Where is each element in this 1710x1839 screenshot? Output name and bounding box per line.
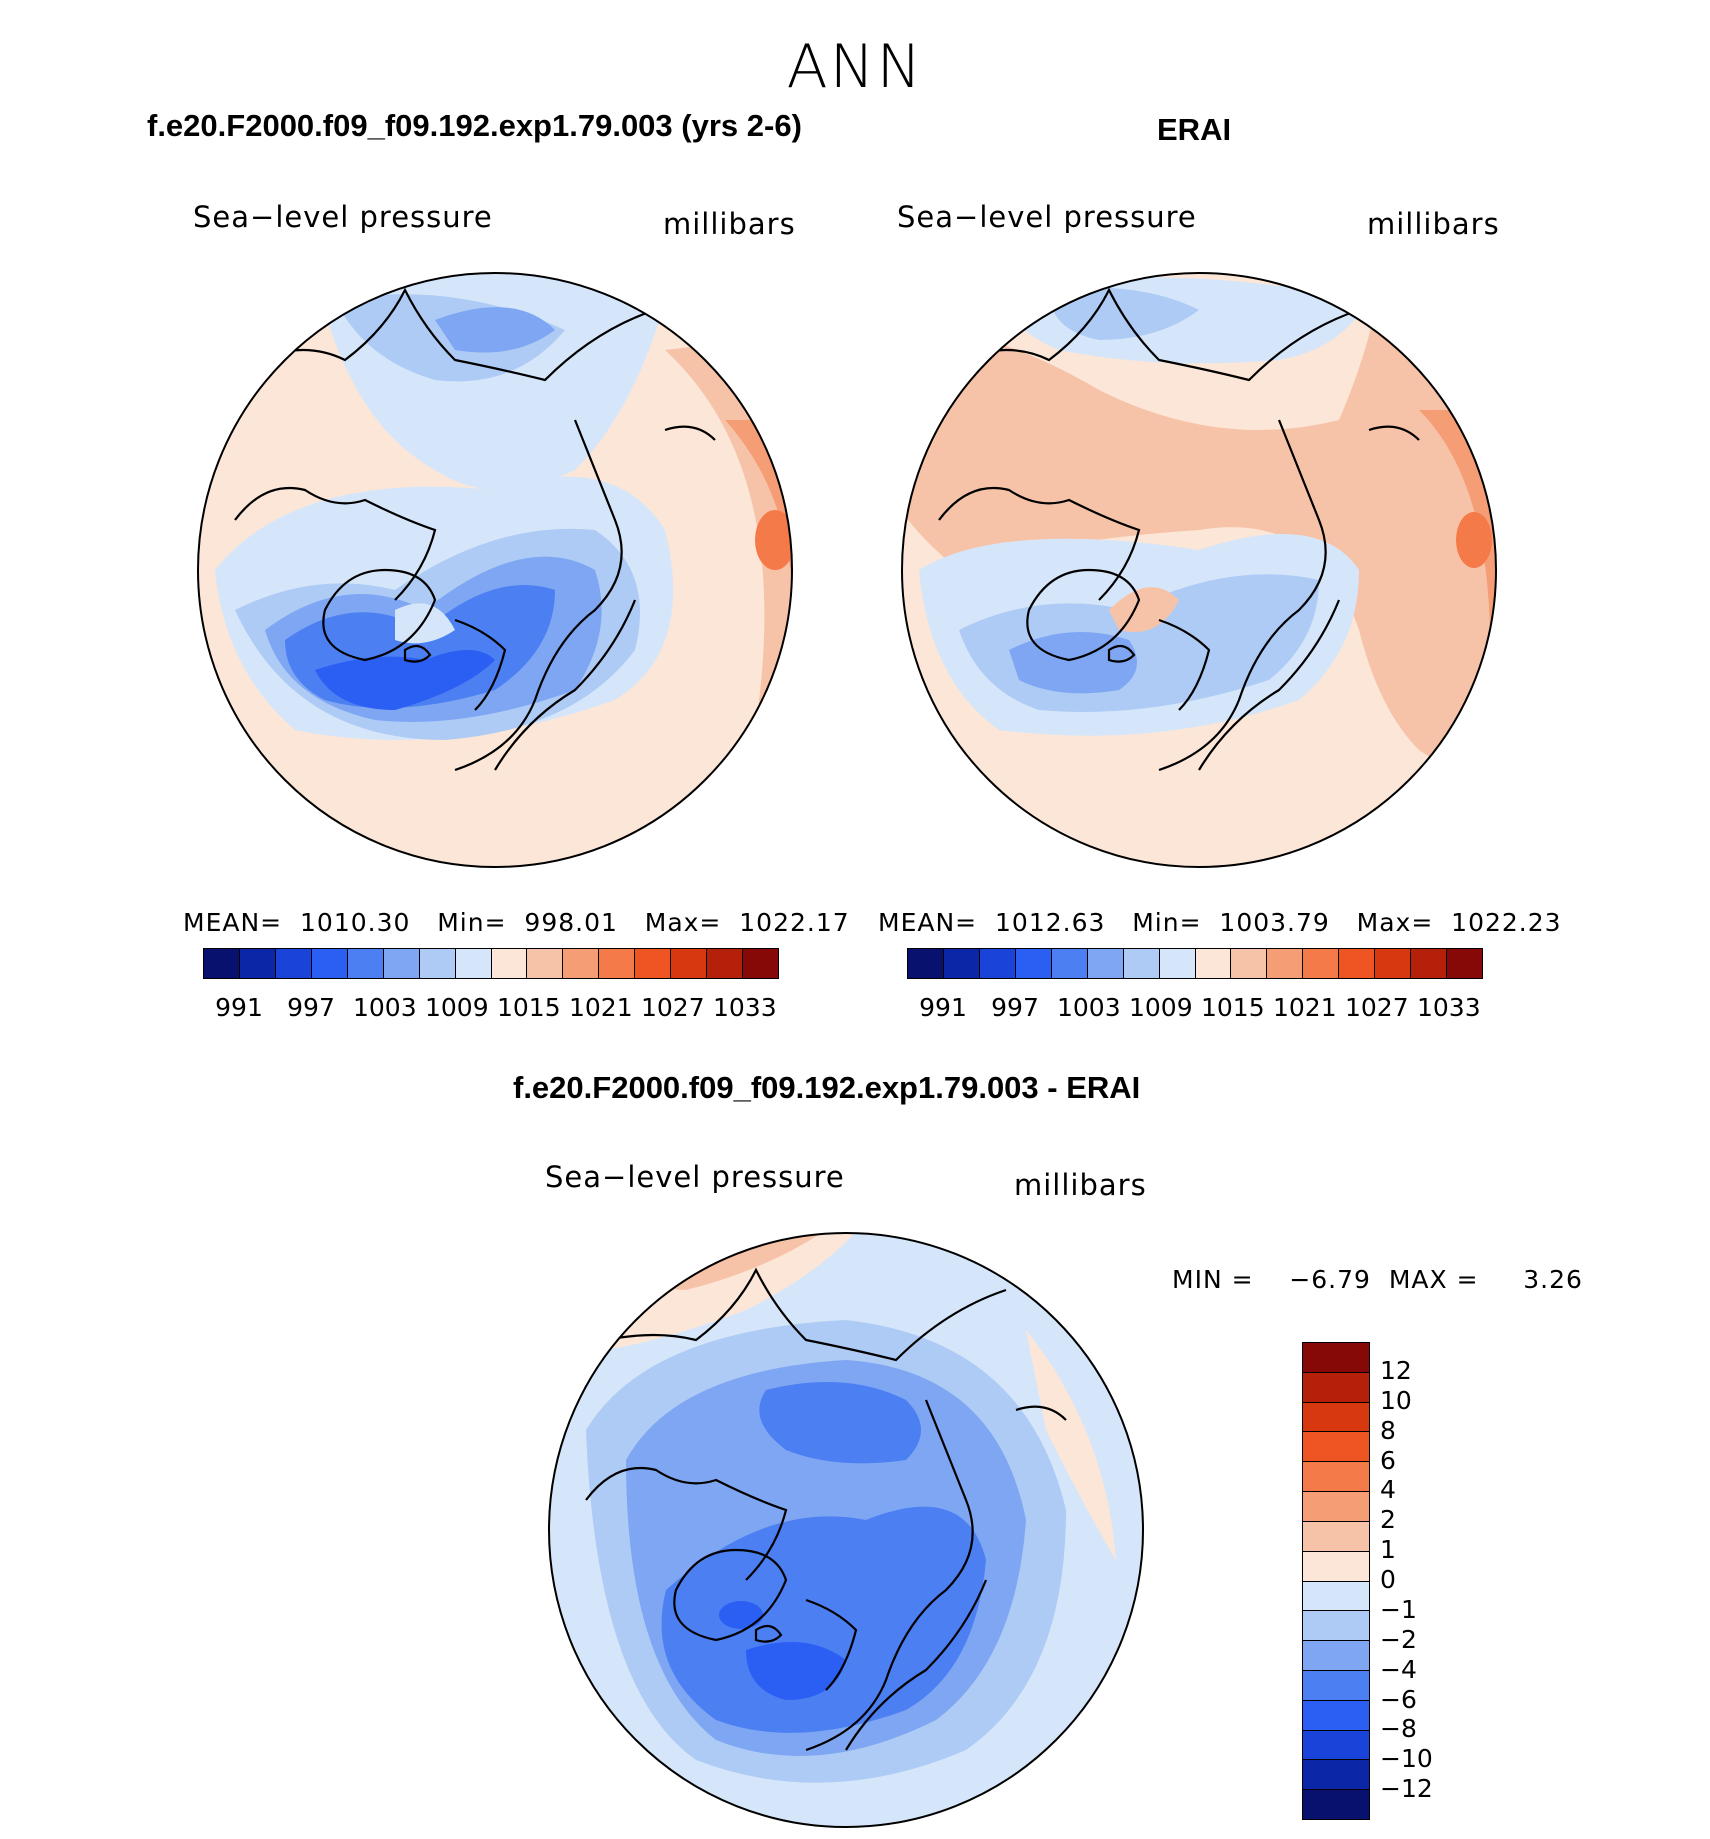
map-panel-2: [901, 272, 1497, 868]
panel-2-variable: Sea−level pressure: [897, 200, 1197, 234]
colorbar-tick-label: 997: [991, 993, 1039, 1022]
colorbar-swatch: [419, 949, 456, 978]
panel-1-units: millibars: [663, 207, 796, 241]
colorbar-swatch: [1339, 949, 1376, 978]
colorbar-swatch: [1159, 949, 1196, 978]
colorbar-swatch: [1303, 1790, 1369, 1819]
colorbar-swatch: [1303, 1581, 1369, 1612]
colorbar-tick-label: 1009: [1129, 993, 1193, 1022]
colorbar-swatch: [671, 949, 708, 978]
colorbar-tick-label: 1003: [353, 993, 417, 1022]
colorbar-tick-label: 1015: [497, 993, 561, 1022]
colorbar-swatch: [1195, 949, 1232, 978]
colorbar-tick-label: −8: [1380, 1714, 1417, 1744]
colorbar-swatch: [1303, 1700, 1369, 1731]
panel-1-stats: MEAN= 1010.30 Min= 998.01 Max= 1022.17: [183, 908, 850, 937]
diff-panel-title: f.e20.F2000.f09_f09.192.exp1.79.003 - ER…: [513, 1070, 1141, 1105]
map-panel-difference: [548, 1232, 1144, 1828]
colorbar-swatch: [599, 949, 636, 978]
colorbar-swatch: [1231, 949, 1268, 978]
colorbar-swatch: [275, 949, 312, 978]
diff-panel-stats: MIN = −6.79 MAX = 3.26: [1172, 1265, 1583, 1294]
colorbar-swatch: [1267, 949, 1304, 978]
colorbar-tick-label: 1027: [1345, 993, 1409, 1022]
colorbar-panel-2: [907, 948, 1483, 979]
panel-1-title: f.e20.F2000.f09_f09.192.exp1.79.003 (yrs…: [147, 108, 802, 143]
colorbar-difference: [1302, 1342, 1370, 1820]
panel-1-variable: Sea−level pressure: [193, 200, 493, 234]
colorbar-swatch: [1303, 1462, 1369, 1493]
colorbar-tick-label: 1033: [1417, 993, 1481, 1022]
colorbar-swatch: [743, 949, 778, 978]
colorbar-swatch: [491, 949, 528, 978]
colorbar-tick-label: 991: [215, 993, 263, 1022]
panel-2-stats: MEAN= 1012.63 Min= 1003.79 Max= 1022.23: [878, 908, 1562, 937]
colorbar-swatch: [1303, 1521, 1369, 1552]
colorbar-tick-label: 1027: [641, 993, 705, 1022]
colorbar-swatch: [1087, 949, 1124, 978]
colorbar-swatch: [1303, 1402, 1369, 1433]
colorbar-swatch: [979, 949, 1016, 978]
colorbar-swatch: [908, 949, 944, 978]
colorbar-tick-label: −2: [1380, 1624, 1417, 1654]
colorbar-tick-label: 2: [1380, 1505, 1396, 1535]
colorbar-swatch: [347, 949, 384, 978]
colorbar-tick-label: 1015: [1201, 993, 1265, 1022]
colorbar-swatch: [1303, 1432, 1369, 1463]
colorbar-tick-label: 997: [287, 993, 335, 1022]
colorbar-panel-1: [203, 948, 779, 979]
colorbar-swatch: [239, 949, 276, 978]
colorbar-swatch: [707, 949, 744, 978]
colorbar-swatch: [1051, 949, 1088, 978]
panel-2-title: ERAI: [1157, 112, 1232, 147]
diff-panel-variable: Sea−level pressure: [545, 1160, 845, 1194]
colorbar-swatch: [1303, 1551, 1369, 1582]
colorbar-tick-label: 10: [1380, 1385, 1412, 1415]
colorbar-tick-label: 6: [1380, 1445, 1396, 1475]
colorbar-tick-label: 1: [1380, 1535, 1396, 1565]
colorbar-swatch: [943, 949, 980, 978]
colorbar-swatch: [1303, 1611, 1369, 1642]
colorbar-swatch: [635, 949, 672, 978]
diff-panel-units: millibars: [1014, 1168, 1147, 1202]
colorbar-swatch: [563, 949, 600, 978]
colorbar-tick-label: −12: [1380, 1774, 1433, 1804]
colorbar-swatch: [1303, 1760, 1369, 1791]
colorbar-swatch: [1123, 949, 1160, 978]
colorbar-swatch: [1303, 1670, 1369, 1701]
colorbar-swatch: [204, 949, 240, 978]
colorbar-swatch: [1303, 1343, 1369, 1373]
colorbar-tick-label: 1021: [569, 993, 633, 1022]
map-panel-1: [197, 272, 793, 868]
colorbar-swatch: [1447, 949, 1482, 978]
colorbar-tick-label: 8: [1380, 1415, 1396, 1445]
colorbar-swatch: [311, 949, 348, 978]
colorbar-tick-label: 1033: [713, 993, 777, 1022]
colorbar-tick-label: −4: [1380, 1654, 1417, 1684]
colorbar-swatch: [1303, 1372, 1369, 1403]
colorbar-tick-label: 1009: [425, 993, 489, 1022]
colorbar-tick-label: 4: [1380, 1475, 1396, 1505]
colorbar-swatch: [1303, 1492, 1369, 1522]
colorbar-swatch: [1015, 949, 1052, 978]
colorbar-tick-label: 1003: [1057, 993, 1121, 1022]
colorbar-swatch: [1375, 949, 1412, 978]
colorbar-tick-label: −1: [1380, 1594, 1417, 1624]
colorbar-swatch: [1303, 949, 1340, 978]
colorbar-tick-label: 1021: [1273, 993, 1337, 1022]
colorbar-swatch: [527, 949, 564, 978]
colorbar-tick-label: 12: [1380, 1355, 1412, 1385]
colorbar-tick-label: −6: [1380, 1684, 1417, 1714]
colorbar-swatch: [455, 949, 492, 978]
colorbar-tick-label: 991: [919, 993, 967, 1022]
page-title: ANN: [786, 32, 924, 102]
colorbar-tick-label: −10: [1380, 1744, 1433, 1774]
panel-2-units: millibars: [1367, 207, 1500, 241]
colorbar-swatch: [1411, 949, 1448, 978]
colorbar-swatch: [1303, 1641, 1369, 1671]
colorbar-swatch: [1303, 1730, 1369, 1761]
colorbar-swatch: [383, 949, 420, 978]
colorbar-tick-label: 0: [1380, 1565, 1396, 1594]
